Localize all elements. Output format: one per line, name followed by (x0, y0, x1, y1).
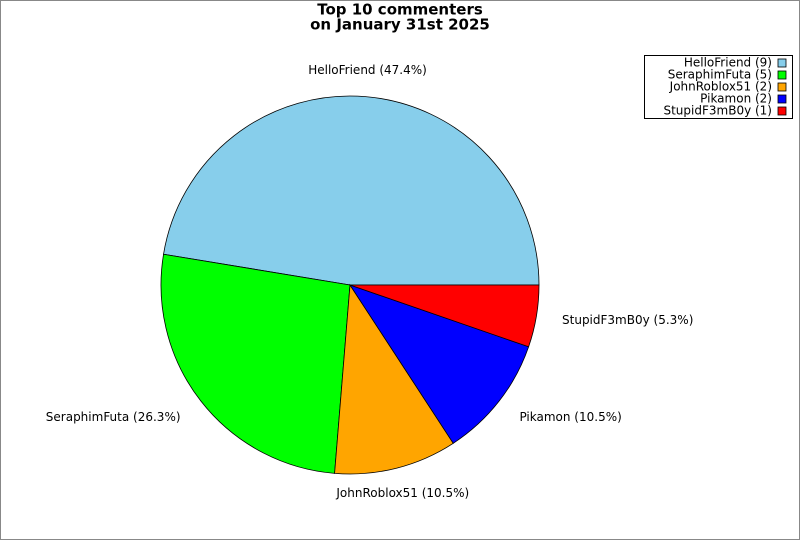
legend-label: SeraphimFuta (5) (668, 68, 772, 82)
slice-label: HelloFriend (47.4%) (308, 63, 427, 77)
legend-box (644, 55, 793, 119)
legend-swatch (777, 70, 787, 80)
pie-slice (160, 253, 351, 474)
pie-slice (334, 283, 454, 475)
legend-label: HelloFriend (9) (684, 56, 772, 70)
slice-label: SeraphimFuta (26.3%) (46, 410, 181, 424)
legend-swatch (777, 58, 787, 68)
legend-label: StupidF3mB0y (1) (663, 104, 772, 118)
slice-label: StupidF3mB0y (5.3%) (562, 313, 693, 327)
pie-slice (349, 284, 530, 444)
legend-swatch (777, 106, 787, 116)
slice-label: JohnRoblox51 (10.5%) (335, 486, 469, 500)
chart-title: on January 31st 2025 (310, 16, 490, 34)
slice-label: Pikamon (10.5%) (519, 410, 621, 424)
pie-slice (163, 95, 540, 286)
legend-swatch (777, 82, 787, 92)
legend-swatch (777, 94, 787, 104)
chart-title: Top 10 commenters (317, 1, 483, 19)
legend-label: Pikamon (2) (700, 92, 772, 106)
pie-slice (349, 284, 540, 348)
legend-label: JohnRoblox51 (2) (669, 80, 772, 94)
